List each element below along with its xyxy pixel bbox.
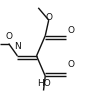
Text: O: O [5, 32, 12, 41]
Text: HO: HO [37, 79, 50, 88]
Text: N: N [14, 42, 21, 51]
Text: O: O [68, 26, 75, 35]
Text: O: O [68, 60, 75, 69]
Text: O: O [45, 13, 52, 22]
